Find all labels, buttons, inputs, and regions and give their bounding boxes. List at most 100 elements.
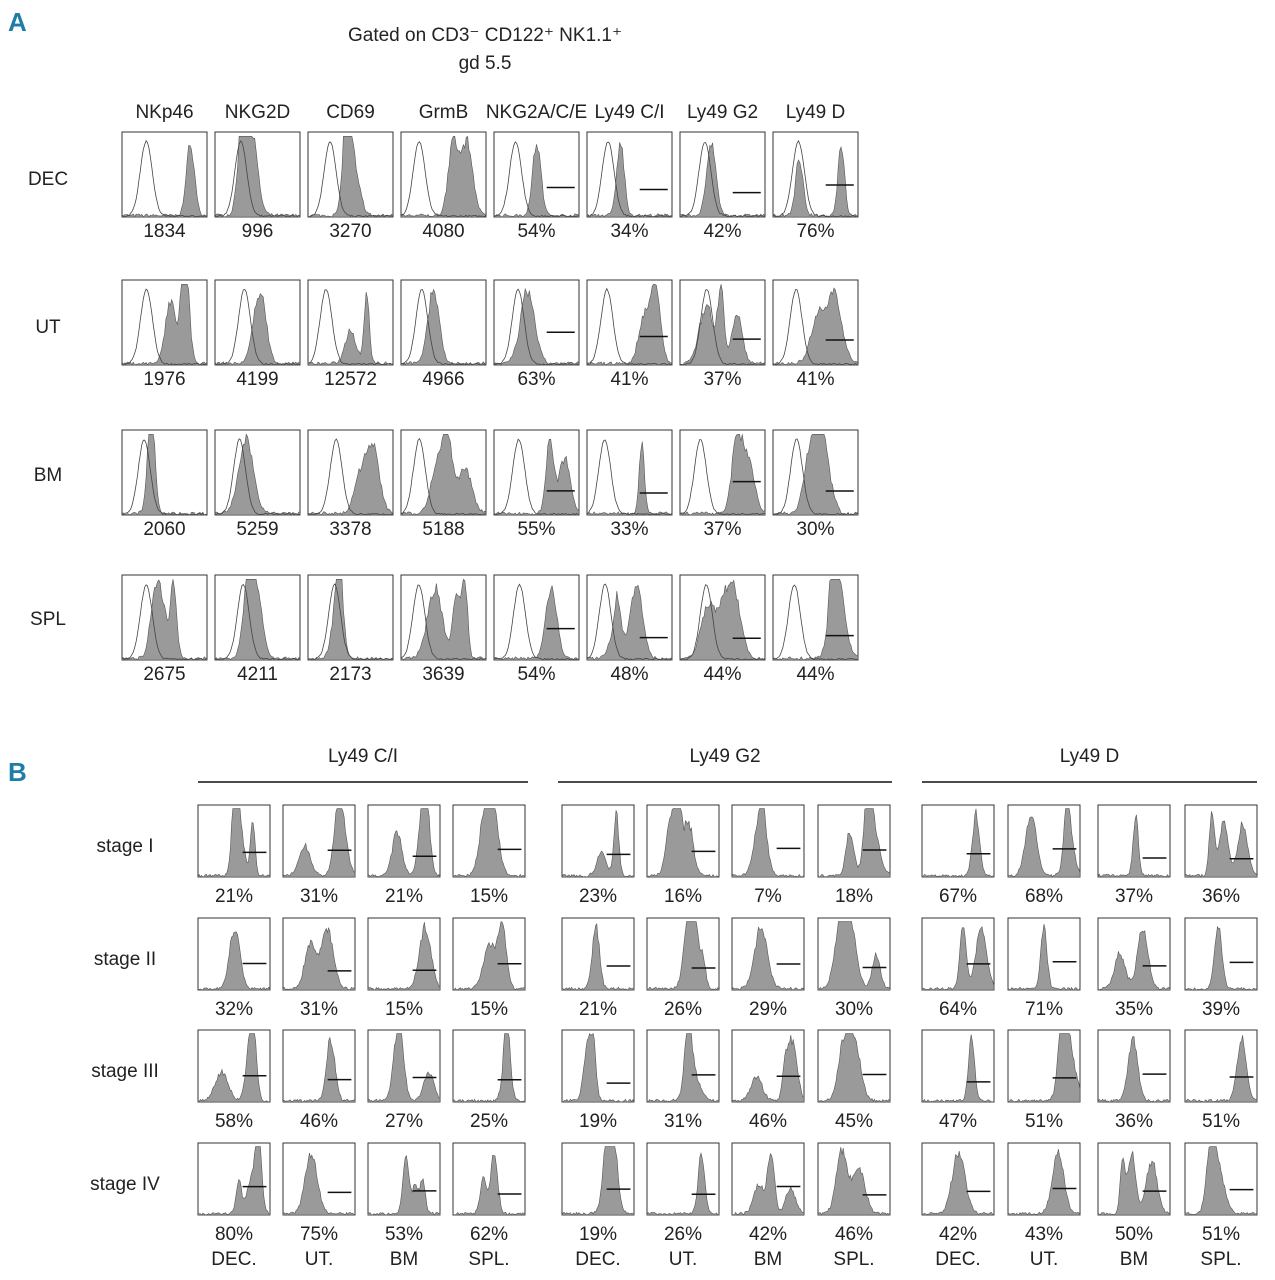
value-label: 51% xyxy=(1202,1224,1240,1245)
histogram-frame xyxy=(921,1029,995,1103)
histogram xyxy=(586,441,673,516)
histogram xyxy=(561,810,635,878)
value-label: 31% xyxy=(664,1111,702,1132)
value-label: 26% xyxy=(664,999,702,1020)
histogram xyxy=(121,434,208,516)
histogram xyxy=(817,808,891,878)
control-histogram xyxy=(121,584,208,661)
subtitle: gd 5.5 xyxy=(459,53,512,74)
histogram xyxy=(367,922,441,991)
group-title: Ly49 G2 xyxy=(689,746,760,767)
stage-label: stage IV xyxy=(90,1174,160,1195)
histogram xyxy=(646,1152,720,1216)
control-histogram xyxy=(493,288,580,366)
panel-label: A xyxy=(8,7,27,37)
value-label: 46% xyxy=(300,1111,338,1132)
value-label: 15% xyxy=(470,886,508,907)
histogram xyxy=(772,146,859,218)
value-label: 46% xyxy=(835,1224,873,1245)
source-label: UT. xyxy=(669,1249,698,1270)
histogram xyxy=(679,434,766,516)
value-label: 996 xyxy=(242,221,274,242)
value-label: 19% xyxy=(579,1111,617,1132)
histogram xyxy=(561,1032,635,1103)
value-label: 42% xyxy=(939,1224,977,1245)
histogram xyxy=(307,442,394,516)
histogram-frame xyxy=(282,1029,356,1103)
value-label: 33% xyxy=(610,519,648,540)
control-histogram xyxy=(214,289,301,366)
control-histogram xyxy=(679,439,766,516)
control-histogram xyxy=(586,287,673,366)
histogram xyxy=(197,931,271,991)
histogram xyxy=(817,1033,891,1103)
source-label: UT. xyxy=(305,1249,334,1270)
histogram xyxy=(197,1033,271,1103)
histogram xyxy=(1097,1036,1171,1103)
value-label: 2675 xyxy=(143,664,185,685)
value-label: 75% xyxy=(300,1224,338,1245)
column-header: Ly49 D xyxy=(786,102,846,123)
value-label: 21% xyxy=(579,999,617,1020)
value-label: 42% xyxy=(749,1224,787,1245)
column-header: Ly49 G2 xyxy=(687,102,758,123)
value-label: 37% xyxy=(1115,886,1153,907)
histogram xyxy=(452,921,526,991)
source-label: SPL. xyxy=(1200,1249,1241,1270)
control-histogram xyxy=(214,583,301,661)
value-label: 23% xyxy=(579,886,617,907)
source-label: BM xyxy=(754,1249,783,1270)
histogram xyxy=(367,808,441,878)
source-label: DEC. xyxy=(211,1249,256,1270)
value-label: 5259 xyxy=(236,519,278,540)
row-label: BM xyxy=(34,465,63,486)
histogram xyxy=(586,284,673,366)
histogram xyxy=(731,1035,805,1103)
group-title: Ly49 D xyxy=(1060,746,1120,767)
control-histogram xyxy=(772,289,859,366)
histogram xyxy=(1007,1149,1081,1216)
source-label: SPL. xyxy=(833,1249,874,1270)
value-label: 50% xyxy=(1115,1224,1153,1245)
histogram xyxy=(817,921,891,991)
value-label: 1834 xyxy=(143,221,186,242)
value-label: 26% xyxy=(664,1224,702,1245)
control-histogram xyxy=(586,141,673,218)
column-header: CD69 xyxy=(326,102,375,123)
control-histogram xyxy=(307,583,394,661)
histogram xyxy=(586,584,673,661)
value-label: 51% xyxy=(1025,1111,1063,1132)
source-label: BM xyxy=(390,1249,419,1270)
value-label: 42% xyxy=(703,221,741,242)
histogram xyxy=(452,808,526,878)
source-label: DEC. xyxy=(575,1249,620,1270)
histogram xyxy=(679,284,766,366)
control-histogram xyxy=(307,438,394,516)
value-label: 1976 xyxy=(143,369,185,390)
value-label: 15% xyxy=(470,999,508,1020)
histogram xyxy=(772,287,859,366)
histogram xyxy=(214,579,301,661)
histogram-frame xyxy=(307,574,394,661)
column-header: NKG2D xyxy=(225,102,290,123)
value-label: 47% xyxy=(939,1111,977,1132)
value-label: 51% xyxy=(1202,1111,1240,1132)
value-label: 39% xyxy=(1202,999,1240,1020)
histogram xyxy=(921,1151,995,1216)
panel-label: B xyxy=(8,757,27,787)
value-label: 64% xyxy=(939,999,977,1020)
group-title: Ly49 C/I xyxy=(328,746,398,767)
value-label: 68% xyxy=(1025,886,1063,907)
histogram xyxy=(1097,1151,1171,1216)
histogram xyxy=(282,808,356,878)
source-label: UT. xyxy=(1030,1249,1059,1270)
histogram-frame xyxy=(121,429,208,516)
control-histogram xyxy=(121,439,208,516)
stage-label: stage II xyxy=(94,949,156,970)
value-label: 30% xyxy=(835,999,873,1020)
value-label: 16% xyxy=(664,886,702,907)
histogram xyxy=(561,1146,635,1216)
control-histogram xyxy=(772,438,859,516)
value-label: 15% xyxy=(385,999,423,1020)
